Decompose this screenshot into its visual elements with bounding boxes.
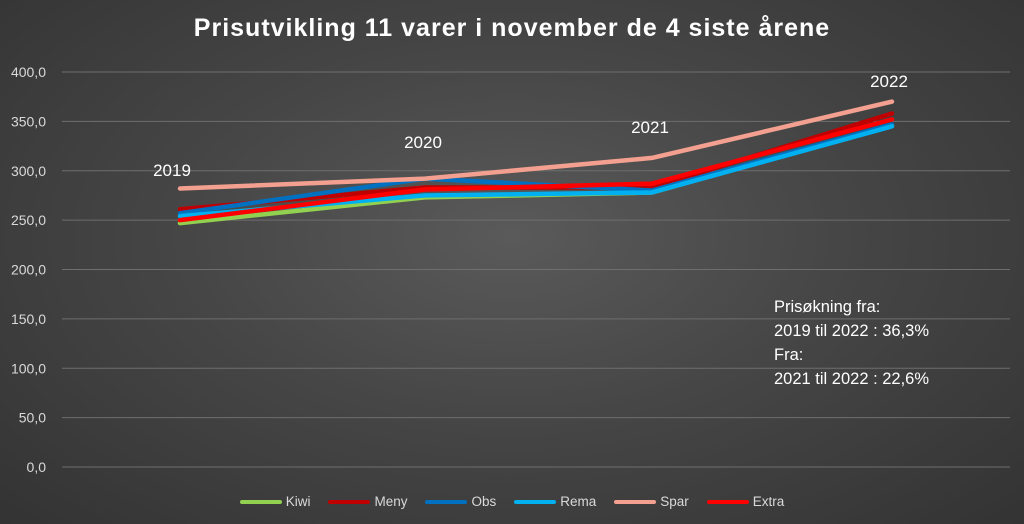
legend-item-rema: Rema (514, 494, 596, 509)
category-label: 2021 (631, 118, 669, 137)
series-line-extra (177, 117, 895, 223)
legend-swatch (425, 499, 468, 504)
y-tick-label: 350,0 (11, 113, 46, 129)
series-line-spar (177, 99, 895, 191)
annotation-line-4: 2021 til 2022 : 22,6% (774, 370, 930, 388)
category-label: 2020 (404, 133, 442, 152)
legend-label: Obs (471, 494, 497, 509)
legend-item-kiwi: Kiwi (239, 494, 311, 509)
legend-label: Meny (374, 494, 408, 509)
category-labels: 2019 2020 2021 2022 (153, 72, 908, 180)
category-label: 2019 (153, 161, 191, 180)
price-increase-annotation: Prisøkning fra: 2019 til 2022 : 36,3% Fr… (774, 295, 929, 391)
legend-label: Extra (752, 494, 785, 509)
annotation-line-1: Prisøkning fra: (774, 298, 881, 316)
category-label: 2022 (870, 72, 908, 91)
legend-swatch (514, 499, 557, 504)
annotation-line-2: 2019 til 2022 : 36,3% (774, 322, 930, 340)
legend: Kiwi Meny Obs Rema Spar Extra (0, 494, 1024, 509)
y-tick-label: 150,0 (11, 311, 46, 327)
legend-swatch (328, 499, 371, 504)
y-tick-label: 100,0 (11, 360, 46, 376)
y-tick-label: 250,0 (11, 212, 46, 228)
y-tick-label: 200,0 (11, 262, 46, 278)
y-axis-ticks: 0,0 50,0 100,0 150,0 200,0 250,0 300,0 350,0 400… (11, 64, 46, 475)
legend-swatch (239, 499, 282, 504)
gridlines (62, 71, 1010, 468)
legend-item-meny: Meny (328, 494, 407, 509)
series-lines (177, 99, 895, 226)
legend-label: Rema (560, 494, 597, 509)
legend-label: Kiwi (285, 494, 311, 509)
y-tick-label: 0,0 (27, 459, 47, 475)
y-tick-label: 400,0 (11, 64, 46, 80)
legend-swatch (614, 499, 657, 504)
legend-item-spar: Spar (614, 494, 689, 509)
legend-label: Spar (660, 494, 689, 509)
annotation-line-3: Fra: (774, 346, 804, 364)
y-tick-label: 50,0 (19, 410, 46, 426)
legend-swatch (706, 499, 749, 504)
legend-item-obs: Obs (425, 494, 496, 509)
y-tick-label: 300,0 (11, 163, 46, 179)
chart-title: Prisutvikling 11 varer i november de 4 s… (193, 14, 831, 42)
legend-item-extra: Extra (706, 494, 785, 509)
